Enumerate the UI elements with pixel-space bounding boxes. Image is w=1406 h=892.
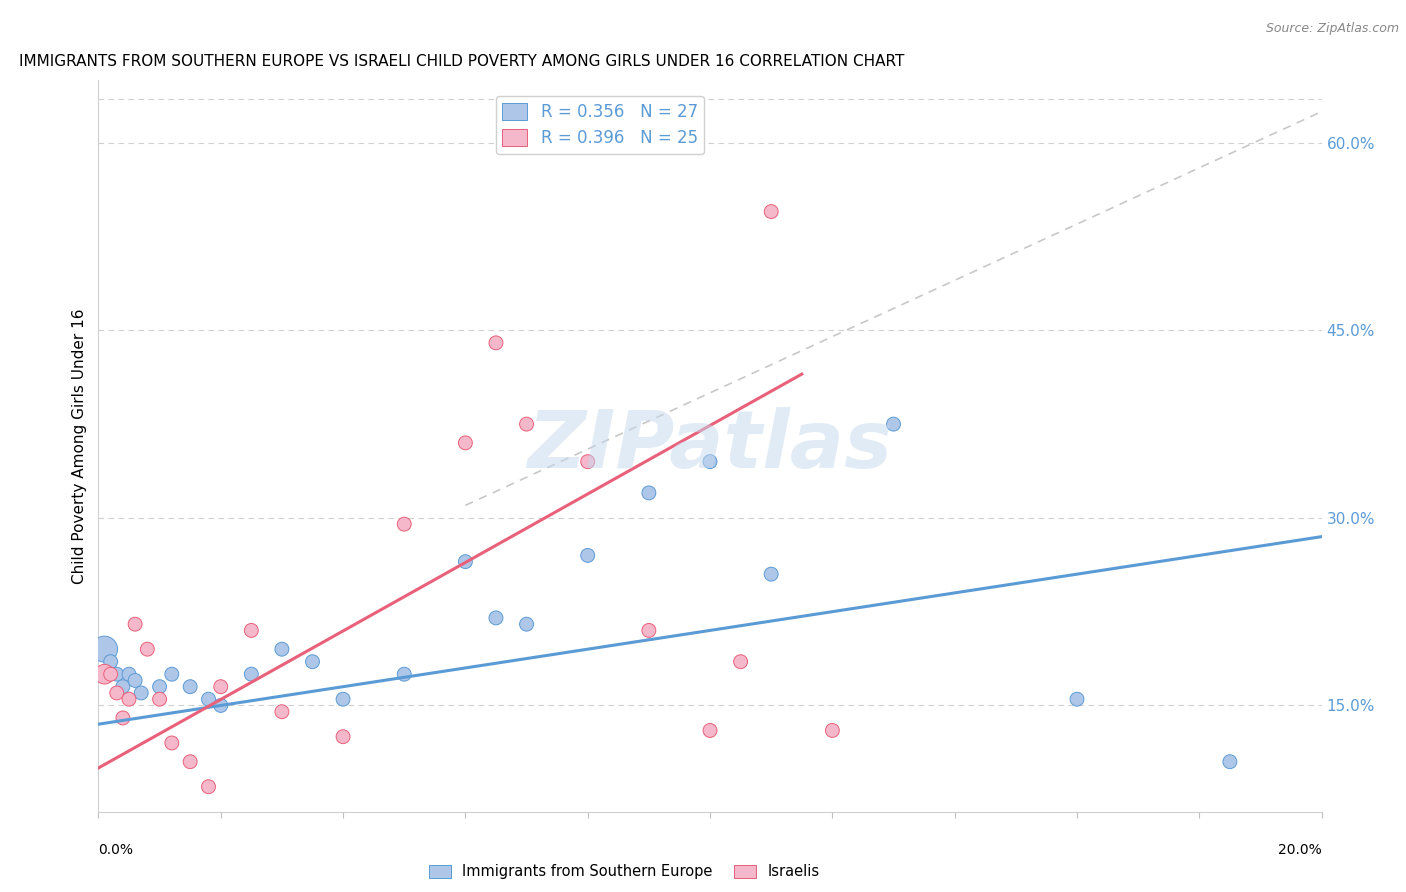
- Point: [240, 624, 263, 638]
- Point: [149, 692, 172, 706]
- Point: [516, 417, 538, 431]
- Point: [759, 204, 782, 219]
- Point: [124, 673, 146, 688]
- Point: [392, 517, 416, 532]
- Point: [100, 667, 122, 681]
- Point: [100, 655, 122, 669]
- Point: [637, 486, 661, 500]
- Point: [160, 736, 183, 750]
- Point: [1066, 692, 1088, 706]
- Text: ZIPatlas: ZIPatlas: [527, 407, 893, 485]
- Point: [124, 617, 146, 632]
- Point: [883, 417, 905, 431]
- Point: [270, 642, 292, 657]
- Point: [118, 692, 141, 706]
- Point: [197, 780, 219, 794]
- Point: [454, 435, 477, 450]
- Point: [270, 705, 292, 719]
- Legend: R = 0.356   N = 27, R = 0.396   N = 25: R = 0.356 N = 27, R = 0.396 N = 25: [495, 96, 704, 154]
- Point: [197, 692, 219, 706]
- Point: [149, 680, 172, 694]
- Point: [105, 667, 128, 681]
- Point: [699, 455, 721, 469]
- Point: [111, 680, 134, 694]
- Point: [301, 655, 323, 669]
- Point: [209, 680, 232, 694]
- Point: [699, 723, 721, 738]
- Point: [179, 680, 201, 694]
- Point: [332, 692, 354, 706]
- Point: [485, 335, 508, 350]
- Text: Source: ZipAtlas.com: Source: ZipAtlas.com: [1265, 22, 1399, 36]
- Point: [1219, 755, 1241, 769]
- Point: [93, 642, 115, 657]
- Point: [332, 730, 354, 744]
- Text: 20.0%: 20.0%: [1278, 843, 1322, 857]
- Point: [454, 555, 477, 569]
- Point: [392, 667, 416, 681]
- Point: [93, 667, 115, 681]
- Point: [821, 723, 844, 738]
- Point: [637, 624, 661, 638]
- Point: [179, 755, 201, 769]
- Text: IMMIGRANTS FROM SOUTHERN EUROPE VS ISRAELI CHILD POVERTY AMONG GIRLS UNDER 16 CO: IMMIGRANTS FROM SOUTHERN EUROPE VS ISRAE…: [18, 54, 904, 70]
- Point: [111, 711, 134, 725]
- Point: [576, 549, 599, 563]
- Point: [240, 667, 263, 681]
- Point: [118, 667, 141, 681]
- Point: [105, 686, 128, 700]
- Point: [160, 667, 183, 681]
- Y-axis label: Child Poverty Among Girls Under 16: Child Poverty Among Girls Under 16: [72, 309, 87, 583]
- Point: [516, 617, 538, 632]
- Text: 0.0%: 0.0%: [98, 843, 134, 857]
- Point: [209, 698, 232, 713]
- Point: [576, 455, 599, 469]
- Point: [730, 655, 752, 669]
- Point: [485, 611, 508, 625]
- Point: [136, 642, 159, 657]
- Point: [129, 686, 152, 700]
- Point: [759, 567, 782, 582]
